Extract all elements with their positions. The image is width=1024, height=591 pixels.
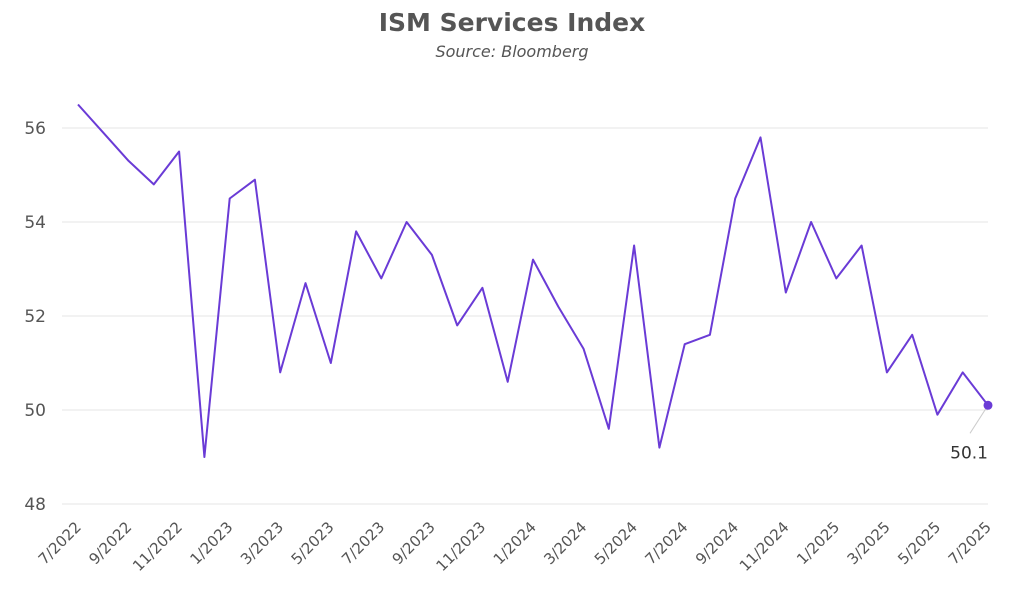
x-tick-label: 3/2025 [844, 518, 894, 568]
x-tick-label: 11/2022 [129, 518, 186, 575]
x-tick-label: 7/2024 [641, 518, 691, 568]
x-tick-label: 1/2024 [490, 518, 540, 568]
x-tick-label: 7/2022 [35, 518, 85, 568]
gridlines [62, 127, 988, 505]
x-tick-label: 7/2025 [945, 518, 995, 568]
series-group [77, 103, 989, 458]
x-tick-label: 11/2024 [736, 518, 793, 575]
y-tick-label: 48 [24, 495, 46, 515]
x-tick-label: 5/2024 [591, 518, 641, 568]
last-point-marker [983, 400, 993, 410]
chart-subtitle: Source: Bloomberg [435, 42, 589, 61]
x-tick-label: 3/2024 [540, 518, 590, 568]
y-tick-label: 50 [24, 401, 46, 421]
x-tick-label: 11/2023 [432, 518, 489, 575]
x-tick-label: 1/2023 [186, 518, 236, 568]
annotation-leader [969, 405, 989, 434]
y-tick-label: 52 [24, 307, 46, 327]
annotations: 50.1 [950, 400, 993, 463]
x-tick-label: 7/2023 [338, 518, 388, 568]
x-tick-label: 9/2022 [85, 518, 135, 568]
data-label: 50.1 [950, 443, 988, 463]
y-tick-label: 54 [24, 213, 46, 233]
series-line [77, 103, 989, 458]
x-tick-label: 9/2023 [389, 518, 439, 568]
x-tick-label: 9/2024 [692, 518, 742, 568]
chart-title: ISM Services Index [378, 8, 646, 37]
x-tick-label: 5/2023 [288, 518, 338, 568]
x-tick-label: 5/2025 [894, 518, 944, 568]
y-tick-label: 56 [24, 119, 46, 139]
x-tick-label: 3/2023 [237, 518, 287, 568]
y-axis-ticks: 48 50 52 54 56 [24, 119, 46, 515]
x-tick-label: 1/2025 [793, 518, 843, 568]
